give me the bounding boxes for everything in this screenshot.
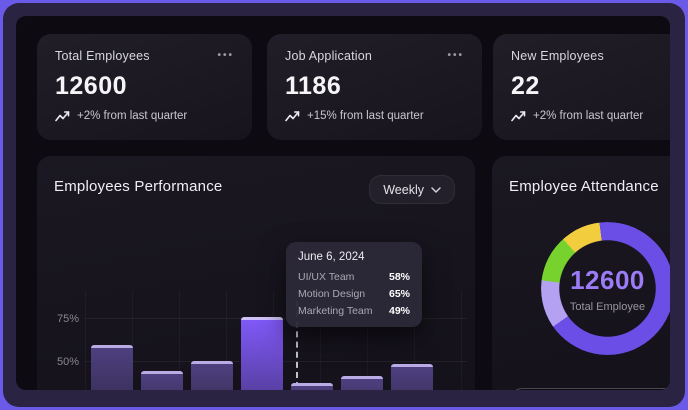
tooltip-date: June 6, 2024 bbox=[298, 251, 365, 263]
attendance-sub-panel bbox=[507, 388, 670, 390]
chart-bar[interactable] bbox=[141, 371, 183, 390]
trending-up-icon bbox=[511, 110, 526, 121]
tooltip-series-value: 58% bbox=[388, 271, 410, 283]
stat-card-title: New Employees bbox=[511, 49, 604, 63]
stat-card-title: Job Application bbox=[285, 49, 373, 63]
attendance-donut-chart[interactable]: 12600 Total Employee bbox=[541, 222, 670, 355]
card-menu-button[interactable]: ••• bbox=[447, 50, 464, 61]
chart-bar[interactable] bbox=[91, 345, 133, 390]
attendance-title: Employee Attendance bbox=[509, 178, 659, 195]
chart-bar[interactable] bbox=[391, 364, 433, 390]
card-menu-button[interactable]: ••• bbox=[217, 50, 234, 61]
chart-tooltip: June 6, 2024 UI/UX Team 58% Motion Desig… bbox=[286, 242, 422, 327]
purple-frame: Total Employees ••• 12600 +2% from last … bbox=[3, 3, 685, 407]
chart-bar[interactable] bbox=[291, 383, 333, 390]
trending-up-icon bbox=[285, 110, 300, 121]
attendance-total-value: 12600 bbox=[570, 264, 645, 295]
stat-card-change: +2% from last quarter bbox=[533, 110, 644, 122]
performance-title: Employees Performance bbox=[54, 178, 223, 195]
y-tick-label: 50% bbox=[56, 356, 79, 369]
tooltip-series-value: 65% bbox=[388, 288, 410, 300]
stat-card-job-application: Job Application ••• 1186 +15% from last … bbox=[267, 34, 482, 140]
stat-card-total-employees: Total Employees ••• 12600 +2% from last … bbox=[37, 34, 252, 140]
tooltip-series-label: Marketing Team bbox=[298, 305, 373, 317]
donut-ring bbox=[541, 222, 670, 355]
chart-bar[interactable] bbox=[241, 317, 283, 390]
trending-up-icon bbox=[55, 110, 70, 121]
chart-bar[interactable] bbox=[341, 376, 383, 390]
chart-bar[interactable] bbox=[191, 360, 233, 390]
y-tick-label: 75% bbox=[56, 313, 79, 325]
employees-performance-card: Employees Performance Weekly 0%25%50%75%… bbox=[37, 156, 475, 390]
stat-card-value: 22 bbox=[511, 72, 540, 100]
attendance-total-label: Total Employee bbox=[569, 300, 646, 313]
chevron-down-icon bbox=[431, 186, 441, 193]
dashboard: Total Employees ••• 12600 +2% from last … bbox=[16, 16, 670, 390]
tooltip-series-value: 49% bbox=[388, 305, 410, 317]
period-dropdown-value: Weekly bbox=[383, 182, 424, 197]
stat-card-value: 12600 bbox=[55, 72, 128, 100]
stat-card-change: +15% from last quarter bbox=[307, 110, 424, 122]
stat-card-value: 1186 bbox=[285, 72, 342, 100]
chart-hover-line bbox=[296, 301, 298, 390]
stat-card-new-employees: New Employees ••• 22 +2% from last quart… bbox=[493, 34, 670, 140]
stat-card-title: Total Employees bbox=[55, 49, 150, 63]
tooltip-series-label: Motion Design bbox=[298, 288, 366, 300]
period-dropdown[interactable]: Weekly bbox=[369, 175, 455, 204]
tooltip-series-label: UI/UX Team bbox=[298, 271, 355, 283]
stat-card-change: +2% from last quarter bbox=[77, 110, 188, 122]
employee-attendance-card: Employee Attendance 12600 Total Employee bbox=[492, 156, 670, 390]
